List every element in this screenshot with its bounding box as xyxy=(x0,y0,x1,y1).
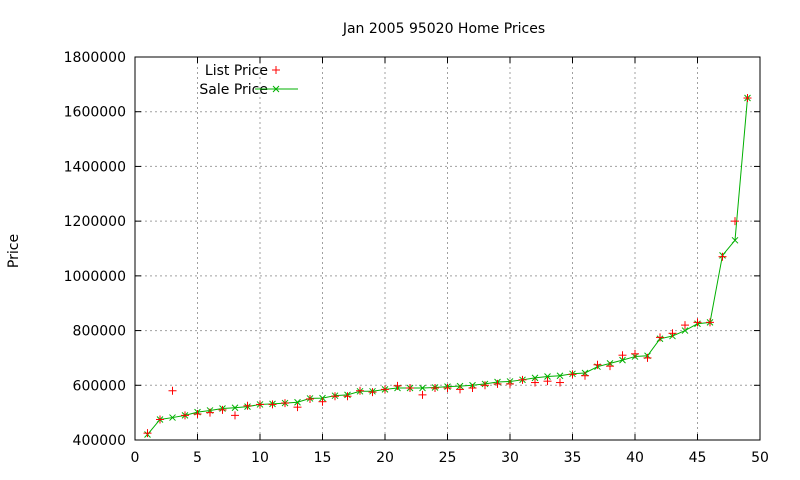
y-tick-label: 600000 xyxy=(73,378,126,394)
sale-price-point xyxy=(619,356,626,364)
grid-lines xyxy=(135,57,760,440)
list-price-point xyxy=(743,94,752,103)
list-price-point xyxy=(143,429,152,438)
list-price-point xyxy=(681,321,689,330)
sale-price-point xyxy=(544,373,551,380)
sale-price-point xyxy=(419,384,426,392)
list-price-point xyxy=(543,377,552,386)
y-tick-label: 800000 xyxy=(73,324,126,340)
list-price-point xyxy=(168,386,177,395)
list-price-point xyxy=(268,400,277,409)
list-price-point xyxy=(693,318,702,327)
sale-price-point xyxy=(231,404,239,412)
list-price-point xyxy=(231,411,239,420)
x-tick-label: 0 xyxy=(131,450,140,466)
x-tick-label: 45 xyxy=(689,450,707,466)
list-price-point xyxy=(206,408,214,417)
list-price-point xyxy=(418,390,427,399)
list-price-point xyxy=(318,397,327,406)
list-price-point xyxy=(618,351,627,360)
x-tick-label: 5 xyxy=(193,450,202,466)
list-price-point xyxy=(431,384,439,393)
legend-label-list-price: List Price xyxy=(205,63,268,79)
list-price-point xyxy=(668,329,677,338)
legend-label-sale-price: Sale Price xyxy=(199,82,268,98)
y-tick-label: 1200000 xyxy=(64,214,126,230)
list-price-point xyxy=(643,353,652,362)
y-tick-label: 400000 xyxy=(73,433,126,449)
list-price-point xyxy=(368,388,377,397)
list-price-point xyxy=(218,405,227,414)
list-price-point xyxy=(181,411,189,420)
sale-price-point xyxy=(556,372,564,380)
sale-price-point xyxy=(681,327,689,334)
y-tick-label: 1000000 xyxy=(64,269,126,285)
legend: List Price Sale Price xyxy=(199,63,298,98)
sale-price-point xyxy=(169,414,176,421)
sale-price-point xyxy=(731,236,739,244)
list-price-point xyxy=(193,410,202,419)
y-tick-label: 1400000 xyxy=(64,159,126,175)
list-price-point xyxy=(306,394,314,403)
x-tick-label: 50 xyxy=(751,450,769,466)
list-price-point xyxy=(356,386,364,395)
list-price-point xyxy=(518,375,527,384)
legend-samples xyxy=(255,66,298,93)
x-tick-label: 25 xyxy=(439,450,457,466)
x-tick-label: 35 xyxy=(564,450,582,466)
sale-price-point xyxy=(294,398,301,406)
list-price-point xyxy=(493,379,502,388)
list-price-point xyxy=(506,379,514,388)
list-price-point xyxy=(456,385,464,394)
list-price-point xyxy=(331,392,339,401)
list-price-point xyxy=(593,360,602,369)
list-price-point xyxy=(556,378,564,387)
list-price-point xyxy=(631,349,639,358)
x-tick-label: 40 xyxy=(626,450,644,466)
list-price-point xyxy=(581,371,589,380)
list-price-point xyxy=(706,318,714,327)
list-price-point xyxy=(343,392,352,401)
list-price-point xyxy=(531,378,539,387)
list-price-point xyxy=(393,381,402,390)
list-price-point xyxy=(606,362,614,371)
y-axis-label: Price xyxy=(6,234,22,268)
list-price-point xyxy=(243,401,252,410)
data-series xyxy=(143,94,752,438)
x-tick-label: 30 xyxy=(501,450,519,466)
list-price-point xyxy=(731,217,739,226)
list-price-point xyxy=(156,415,164,424)
x-tick-label: 10 xyxy=(251,450,269,466)
legend-sample-sale-price xyxy=(272,85,280,93)
axes: 0 5 10 15 20 25 30 35 40 45 50 400000 600000 800000 10… xyxy=(64,50,769,466)
list-price-point xyxy=(293,403,302,412)
list-price-point xyxy=(481,381,489,390)
y-tick-label: 1800000 xyxy=(64,50,126,66)
list-price-point xyxy=(656,333,664,342)
list-price-point xyxy=(568,370,577,379)
list-price-point xyxy=(381,385,389,394)
sale-price-point xyxy=(531,374,539,382)
x-tick-label: 15 xyxy=(314,450,332,466)
y-tick-label: 1600000 xyxy=(64,105,126,121)
x-tick-label: 20 xyxy=(376,450,394,466)
chart-title: Jan 2005 95020 Home Prices xyxy=(342,21,545,37)
list-price-point xyxy=(443,384,452,393)
legend-sample-list-price xyxy=(272,66,280,74)
list-price-point xyxy=(406,384,414,393)
list-price-point xyxy=(256,400,264,409)
list-price-point xyxy=(468,384,477,393)
list-price-point xyxy=(281,399,289,408)
plot-frame xyxy=(134,56,761,441)
list-price-point xyxy=(718,252,727,261)
